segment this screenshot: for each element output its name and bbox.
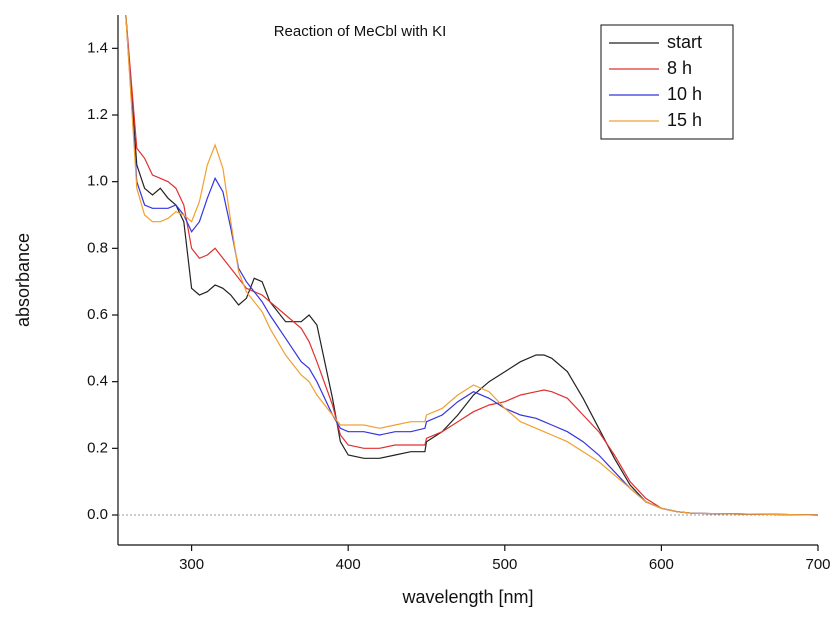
y-tick-label: 1.2 — [87, 106, 108, 123]
x-axis-title: wavelength [nm] — [401, 587, 533, 607]
series-line — [125, 15, 818, 516]
x-tick-label: 400 — [336, 556, 361, 573]
series-line — [125, 15, 818, 516]
y-tick-label: 0.2 — [87, 439, 108, 456]
y-tick-label: 1.4 — [87, 39, 108, 56]
legend-label: 8 h — [667, 58, 692, 78]
y-tick-label: 0.4 — [87, 373, 108, 390]
legend-label: start — [667, 32, 702, 52]
series-line — [125, 15, 818, 516]
y-tick-label: 1.0 — [87, 173, 108, 190]
y-axis-title: absorbance — [13, 233, 33, 327]
x-tick-label: 600 — [649, 556, 674, 573]
x-tick-label: 700 — [805, 556, 830, 573]
chart-title: Reaction of MeCbl with KI — [274, 23, 447, 40]
legend-box — [600, 24, 734, 140]
y-tick-label: 0.6 — [87, 306, 108, 323]
x-tick-label: 500 — [492, 556, 517, 573]
legend-label: 10 h — [667, 84, 702, 104]
series-line — [125, 15, 818, 516]
y-tick-label: 0.8 — [87, 239, 108, 256]
legend-label: 15 h — [667, 110, 702, 130]
x-tick-label: 300 — [179, 556, 204, 573]
y-tick-label: 0.0 — [87, 506, 108, 523]
